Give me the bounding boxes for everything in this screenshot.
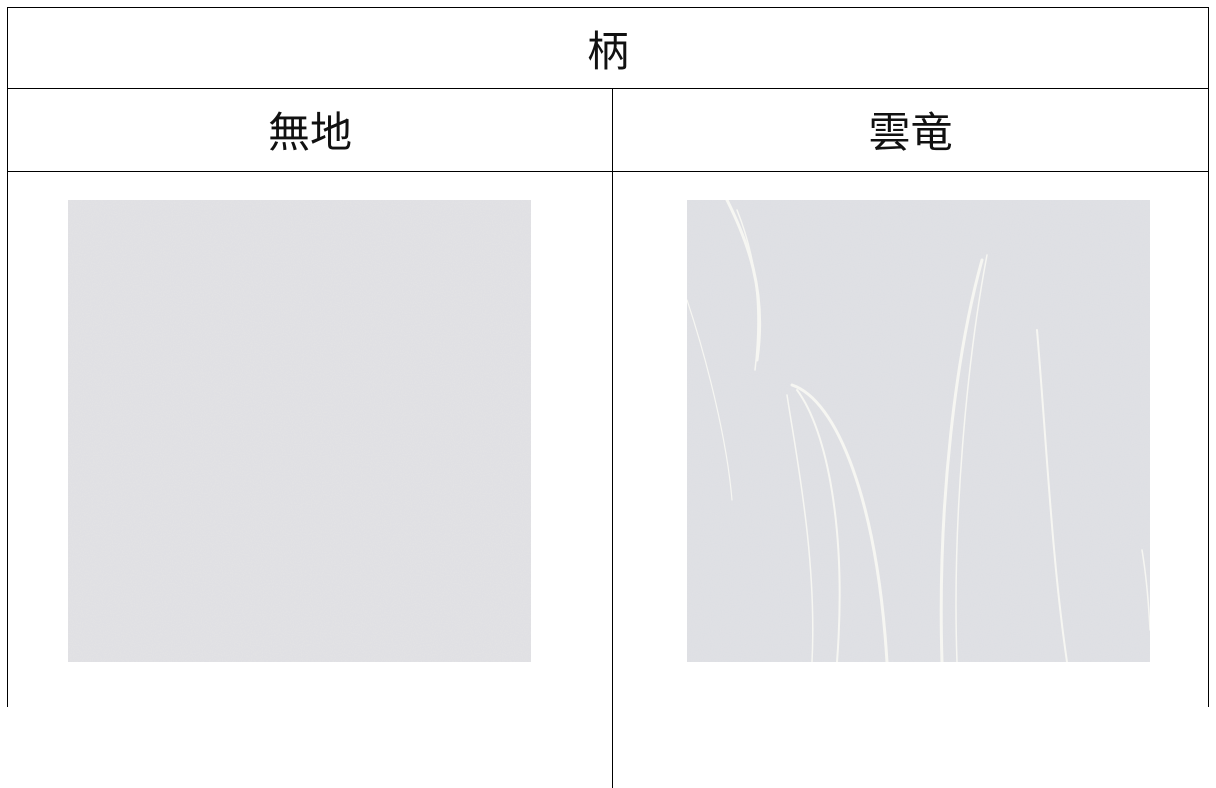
unryu-paper-swatch (687, 200, 1150, 662)
column-header-row: 無地 雲竜 (8, 88, 1208, 172)
column-header: 無地 (8, 88, 612, 171)
column-header-text: 無地 (267, 111, 352, 157)
table: 柄 無地 雲竜 (7, 7, 1209, 788)
column-header-text: 雲竜 (868, 111, 953, 157)
plain-paper-swatch (68, 200, 531, 662)
paper-texture (687, 200, 1150, 662)
column-header: 雲竜 (613, 88, 1208, 171)
column-divider (612, 88, 613, 788)
header-text: 柄 (586, 29, 629, 76)
page: 柄 無地 雲竜 (() => { const data = JSON.p (7, 7, 1209, 788)
paper-texture (68, 200, 531, 662)
paper-fibers (687, 200, 1150, 662)
header-cell: 柄 (8, 8, 1208, 89)
